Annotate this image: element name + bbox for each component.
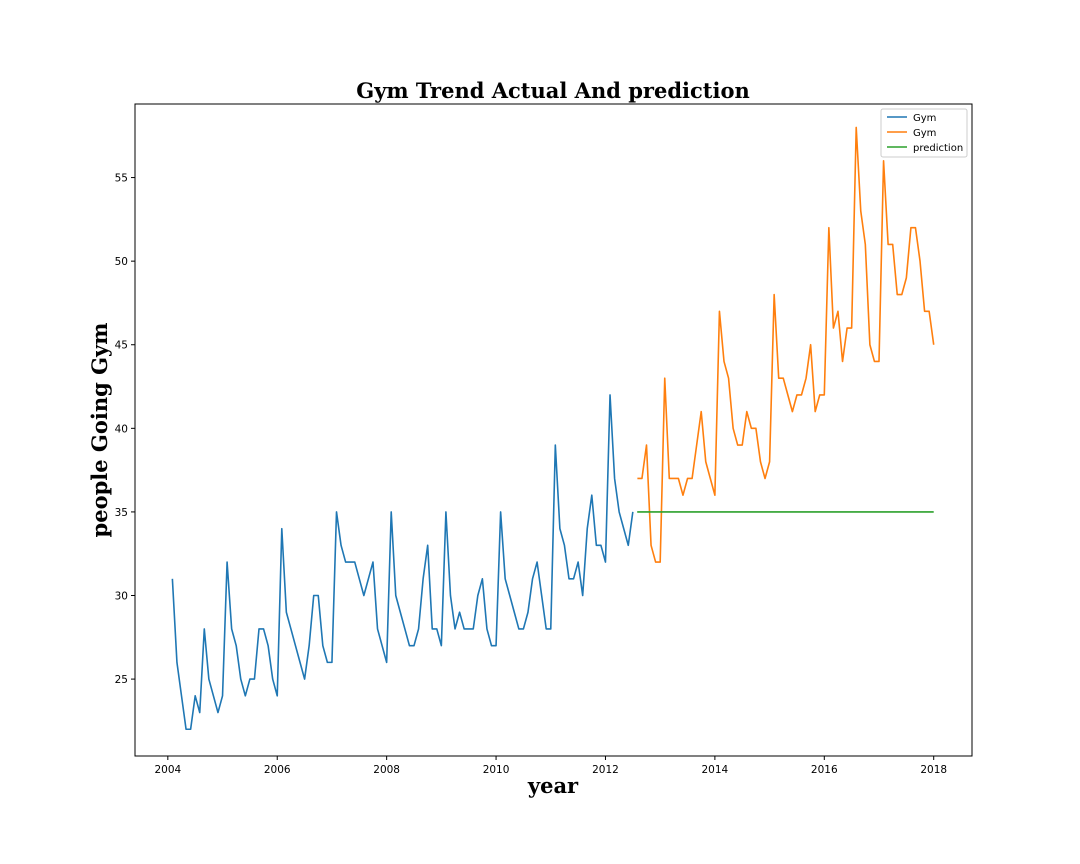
y-tick-label: 45 [115, 340, 128, 352]
y-tick-label: 50 [115, 256, 128, 268]
y-tick-label: 30 [115, 591, 128, 603]
x-tick-label: 2004 [154, 764, 181, 776]
x-tick-label: 2018 [920, 764, 947, 776]
x-tick-label: 2006 [264, 764, 291, 776]
legend-box [880, 108, 968, 158]
legend-label-gym-train: Gym [913, 113, 936, 124]
legend: Gym Gym prediction [880, 108, 968, 158]
y-axis: 25 30 35 40 45 50 55 [115, 173, 135, 686]
x-axis-label: year [527, 773, 579, 798]
plot-lines [171, 126, 935, 731]
y-tick-label: 55 [115, 173, 128, 185]
x-tick-label: 2012 [592, 764, 619, 776]
x-tick-label: 2016 [811, 764, 838, 776]
y-tick-label: 25 [115, 674, 128, 686]
plot-frame [134, 103, 973, 757]
y-tick-label: 40 [115, 423, 128, 435]
x-tick-label: 2014 [702, 764, 729, 776]
y-axis-label: people Going Gym [87, 323, 112, 538]
x-axis: 2004 2006 2008 2010 2012 2014 2016 2018 [154, 756, 947, 776]
series-line-gym-train [171, 394, 634, 731]
x-tick-label: 2008 [373, 764, 400, 776]
legend-label-gym-test: Gym [913, 128, 936, 139]
y-tick-label: 35 [115, 507, 128, 519]
legend-label-prediction: prediction [913, 143, 963, 154]
chart-title: Gym Trend Actual And prediction [356, 78, 749, 103]
x-tick-label: 2010 [483, 764, 510, 776]
series-line-gym-test [637, 126, 935, 563]
